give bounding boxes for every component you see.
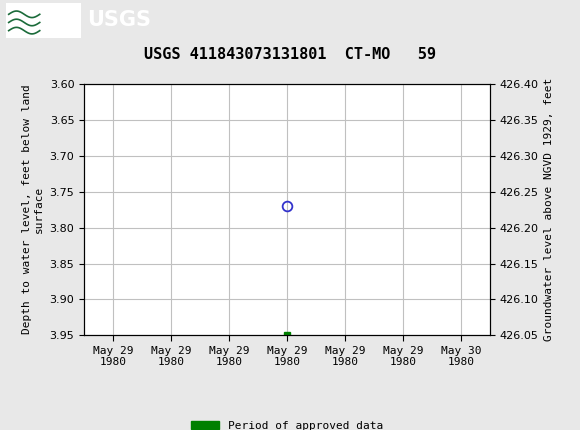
FancyBboxPatch shape (6, 3, 81, 37)
Y-axis label: Depth to water level, feet below land
surface: Depth to water level, feet below land su… (23, 85, 44, 335)
Text: USGS: USGS (87, 10, 151, 31)
Legend: Period of approved data: Period of approved data (187, 417, 387, 430)
Y-axis label: Groundwater level above NGVD 1929, feet: Groundwater level above NGVD 1929, feet (545, 78, 554, 341)
Text: USGS 411843073131801  CT-MO   59: USGS 411843073131801 CT-MO 59 (144, 47, 436, 62)
